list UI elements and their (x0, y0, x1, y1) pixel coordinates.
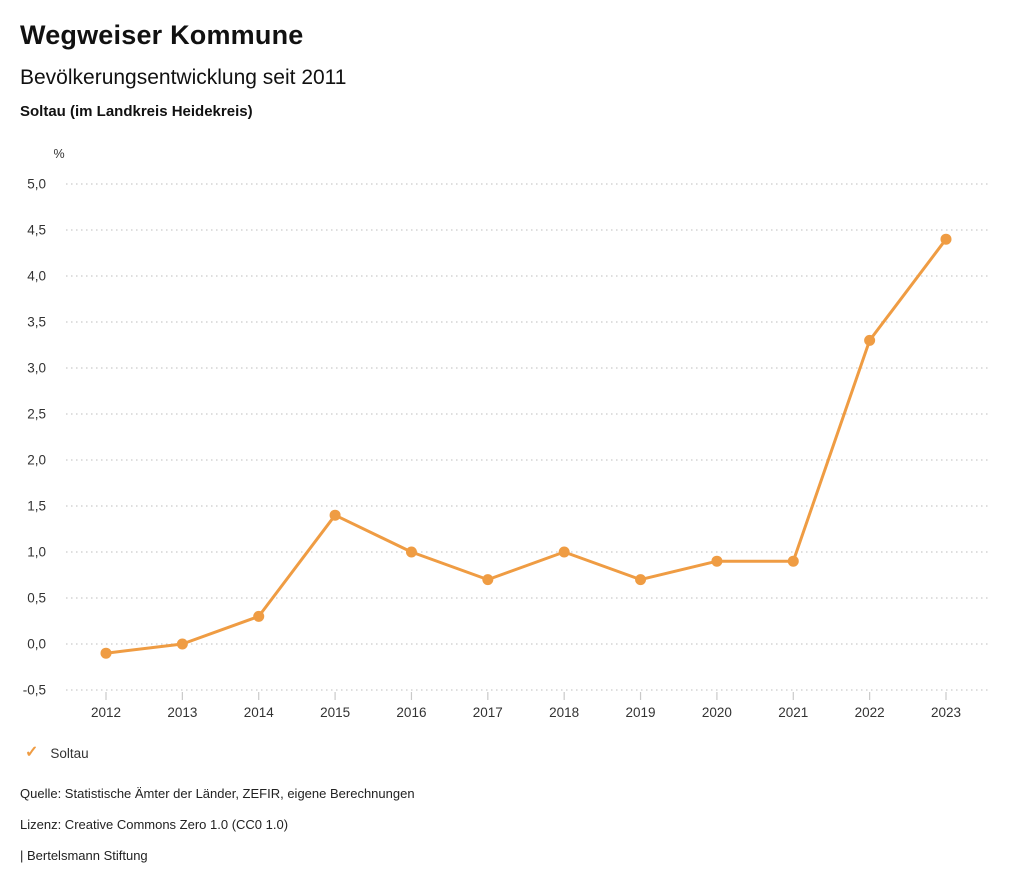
data-point-marker (787, 555, 799, 567)
x-tick-label: 2018 (549, 705, 579, 720)
x-tick-label: 2015 (320, 705, 350, 720)
y-tick-label: 1,0 (27, 545, 46, 560)
y-tick-label: 2,5 (27, 407, 46, 422)
x-tick-label: 2016 (396, 705, 426, 720)
x-tick-label: 2019 (626, 705, 656, 720)
y-tick-label: 1,5 (27, 499, 46, 514)
legend-series-label: Soltau (50, 745, 89, 761)
y-tick-label: 3,0 (27, 361, 46, 376)
data-point-marker (864, 334, 876, 346)
data-point-marker (482, 574, 494, 586)
x-tick-label: 2023 (931, 705, 961, 720)
chart-location-subtitle: Soltau (im Landkreis Heidekreis) (20, 103, 253, 120)
license-text: Lizenz: Creative Commons Zero 1.0 (CC0 1… (20, 817, 289, 832)
data-point-marker (176, 638, 188, 650)
x-tick-label: 2017 (473, 705, 503, 720)
y-axis-unit-label: % (53, 147, 64, 161)
x-tick-label: 2021 (778, 705, 808, 720)
series-line (104, 237, 948, 655)
page-title: Wegweiser Kommune (20, 20, 304, 50)
y-tick-label: 2,0 (27, 453, 46, 468)
legend: ✓ Soltau (25, 745, 89, 761)
data-point-marker (329, 509, 341, 521)
x-tick-label: 2012 (91, 705, 121, 720)
y-tick-label: 3,5 (27, 315, 46, 330)
data-point-marker (711, 555, 723, 567)
data-point-marker (940, 233, 952, 245)
y-tick-label: 4,5 (27, 223, 46, 238)
chart-title: Bevölkerungsentwicklung seit 2011 (20, 66, 347, 89)
x-tick-label: 2022 (855, 705, 885, 720)
y-tick-label: 4,0 (27, 269, 46, 284)
y-tick-label: 5,0 (27, 177, 46, 192)
y-tick-label: 0,5 (27, 591, 46, 606)
line-chart: % 5,0 4,5 4,0 3,5 3,0 2,5 2,0 1,5 1,0 0,5 0,0 -0,5 20… (23, 147, 990, 720)
data-point-marker (558, 546, 570, 558)
data-point-marker (405, 546, 417, 558)
attribution-text: | Bertelsmann Stiftung (20, 848, 148, 863)
x-tick-label: 2020 (702, 705, 732, 720)
source-text: Quelle: Statistische Ämter der Länder, Z… (20, 786, 415, 801)
y-tick-label: 0,0 (27, 637, 46, 652)
y-tick-label: -0,5 (23, 683, 46, 698)
x-tick-label: 2014 (244, 705, 275, 720)
legend-check-icon: ✓ (25, 744, 39, 761)
data-point-marker (253, 610, 265, 622)
data-point-marker (100, 647, 112, 659)
data-point-marker (635, 574, 647, 586)
x-tick-label: 2013 (167, 705, 197, 720)
